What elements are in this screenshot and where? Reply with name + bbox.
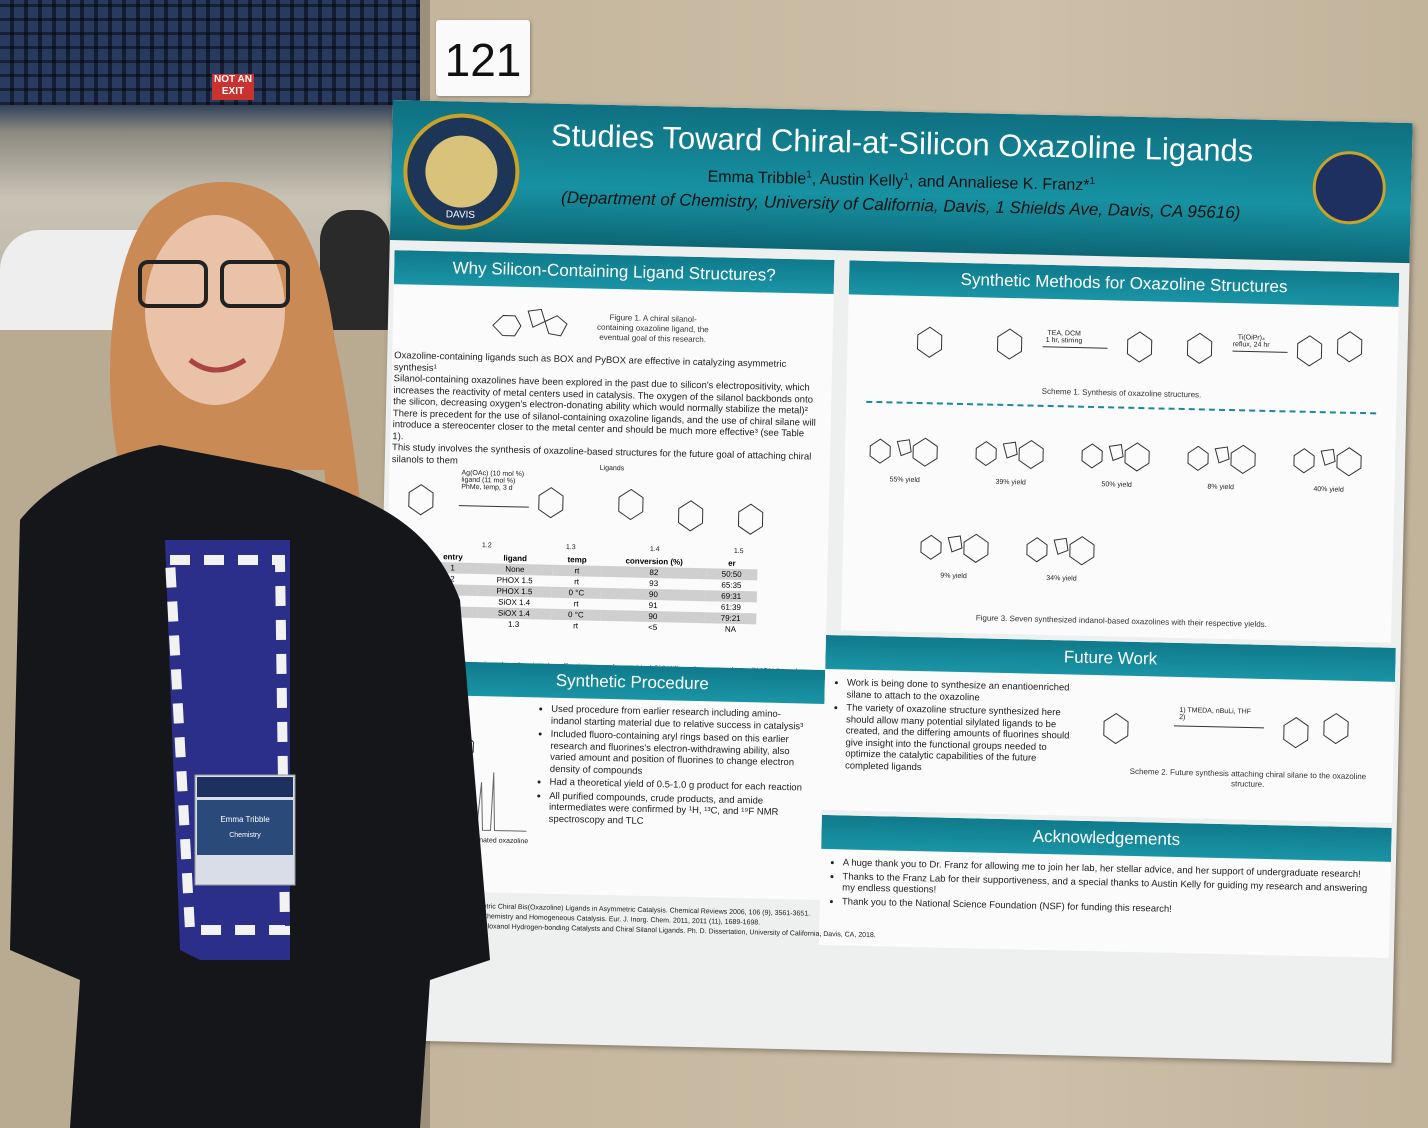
figure-caption: Figure 1. A chiral silanol-containing ox… (596, 312, 709, 345)
methods-panel: Synthetic Methods for Oxazoline Structur… (841, 260, 1400, 643)
bullet-list: Work is being done to synthesize an enan… (833, 677, 1075, 776)
compound-label: 1.3 (565, 544, 576, 552)
step-1-conditions: TEA, DCM 1 hr, stirring (1046, 330, 1083, 345)
poster: DAVIS Studies Toward Chiral-at-Silicon O… (371, 100, 1413, 1063)
ligands-label: Ligands (599, 464, 625, 473)
presenter (10, 181, 490, 1128)
yield-grid: 55% yield 39% yield 50% yield 8% yield 40% y… (842, 420, 1396, 612)
program-seal (1312, 151, 1386, 225)
yield-label: 8% yield (1207, 483, 1234, 492)
badge-department: Chemistry (229, 832, 261, 839)
oxazoline-structure (869, 437, 938, 467)
text-line: reflux, 24 hr (1232, 341, 1270, 349)
compound-label: 1.4 (649, 545, 660, 554)
bullet: The variety of oxazoline structure synth… (845, 702, 1075, 776)
oxazoline-structure (1293, 447, 1362, 477)
compound-label: 1.5 (733, 547, 744, 556)
poster-header: DAVIS Studies Toward Chiral-at-Silicon O… (389, 100, 1413, 264)
scheme-1 (916, 326, 1363, 367)
section-heading: Acknowledgements (821, 814, 1392, 862)
author-name: Emma Tribble (707, 168, 807, 188)
yield-label: 34% yield (1046, 574, 1077, 583)
seal-text: DAVIS (446, 209, 476, 221)
stadium-seats (0, 0, 430, 105)
bullet-list: Used procedure from earlier research inc… (537, 703, 810, 830)
oxazoline-structure (1187, 444, 1256, 474)
section-heading: Synthetic Methods for Oxazoline Structur… (848, 260, 1400, 307)
oxazoline-structure (975, 439, 1044, 470)
step-2-conditions: Ti(OiPr)₄ reflux, 24 hr (1233, 334, 1270, 349)
procedure-bullets: Used procedure from earlier research inc… (537, 703, 810, 832)
arena-background: NOT AN EXIT (0, 0, 430, 330)
badge-name: Emma Tribble (220, 815, 270, 824)
table-cell: <5 (648, 622, 658, 633)
yield-label: 50% yield (1101, 481, 1132, 489)
yield-label: 55% yield (889, 476, 920, 485)
yield-label: 39% yield (995, 478, 1026, 487)
oxazoline-structure (1081, 442, 1150, 472)
future-bullets: Work is being done to synthesize an enan… (833, 677, 1075, 778)
future-panel: Future Work Work is being done to synthe… (822, 634, 1396, 823)
yield-label: 40% yield (1313, 485, 1344, 494)
table-cell: NA (724, 624, 737, 634)
bullet: Included fluoro-containing aryl rings ba… (550, 729, 809, 781)
poster-title: Studies Toward Chiral-at-Silicon Oxazoli… (550, 117, 1254, 169)
text-line: 1 hr, stirring (1045, 336, 1083, 345)
section-heading: Future Work (825, 634, 1396, 682)
reaction-scheme (408, 484, 764, 535)
booth-number: 121 (436, 20, 530, 96)
exit-sign: NOT AN EXIT (212, 74, 254, 100)
bullet: All purified compounds, crude products, … (549, 790, 808, 830)
why-panel: Why Silicon-Containing Ligand Structures… (384, 250, 835, 690)
bystander (320, 210, 390, 330)
molecule (492, 308, 568, 337)
author-name: , and Annaliese K. Franz* (908, 173, 1090, 195)
divider (866, 400, 1377, 415)
table-cell: rt (573, 621, 579, 631)
bullet: Work is being done to synthesize an enan… (846, 677, 1074, 705)
scheme-caption: Scheme 2. Future synthesis attaching chi… (1129, 766, 1367, 789)
author-affiliation-mark: 1 (1089, 175, 1096, 187)
yield-label: 9% yield (940, 572, 967, 581)
scheme-2 (1103, 712, 1349, 749)
bullet: Used procedure from earlier research inc… (551, 704, 809, 733)
author-name: , Austin Kelly (811, 170, 904, 190)
figure-caption: Figure 3. Seven synthesized indanol-base… (975, 613, 1268, 629)
uc-seal: DAVIS (403, 113, 520, 230)
scheme-2-conditions: 1) TMEDA, nBuLi, THF 2) (1179, 707, 1251, 723)
oxazoline-structure (920, 533, 989, 563)
oxazoline-structure (1026, 536, 1095, 566)
bullet-list: A huge thank you to Dr. Franz for allowi… (830, 857, 1371, 919)
